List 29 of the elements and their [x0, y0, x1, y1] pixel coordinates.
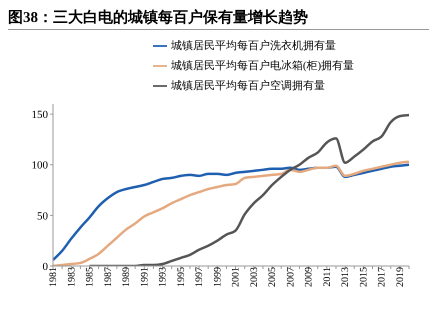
x-tick-label: 1987: [102, 267, 114, 287]
x-tick-label: 1985: [84, 267, 96, 287]
legend-label: 城镇居民平均每百户空调拥有量: [170, 80, 325, 92]
line-series: [88, 114, 410, 266]
x-tick-label: 2005: [267, 267, 278, 287]
chart-title: 图38：三大白电的城镇每百户保有量增长趋势: [8, 8, 429, 30]
x-tick-label: 1983: [66, 267, 78, 287]
legend-label: 城镇居民平均每百户洗衣机拥有量: [170, 40, 336, 52]
x-tick-label: 2017: [376, 267, 388, 287]
x-tick-label: 1995: [176, 267, 187, 287]
x-tick-label: 1981: [48, 267, 60, 287]
x-tick-label: 2001: [230, 267, 242, 287]
y-tick-label: 0: [42, 260, 48, 273]
x-tick-label: 2019: [394, 267, 406, 287]
x-tick-label: 1989: [121, 267, 132, 287]
x-tick-label: 2009: [304, 267, 315, 287]
x-tick-label: 1991: [139, 267, 150, 287]
x-tick-label: 2003: [248, 267, 260, 287]
y-tick-label: 50: [37, 210, 48, 222]
y-tick-label: 100: [32, 160, 48, 172]
x-tick-label: 2013: [340, 267, 352, 287]
x-tick-label: 1999: [212, 267, 224, 287]
legend-label: 城镇居民平均每百户电冰箱(柜)拥有量: [170, 60, 354, 72]
x-tick-label: 1997: [194, 267, 206, 287]
y-tick-label: 150: [32, 109, 48, 122]
x-tick-label: 2011: [322, 267, 333, 287]
x-tick-label: 1993: [158, 267, 169, 287]
x-tick-label: 2015: [358, 267, 370, 287]
x-tick-label: 2007: [285, 267, 296, 287]
